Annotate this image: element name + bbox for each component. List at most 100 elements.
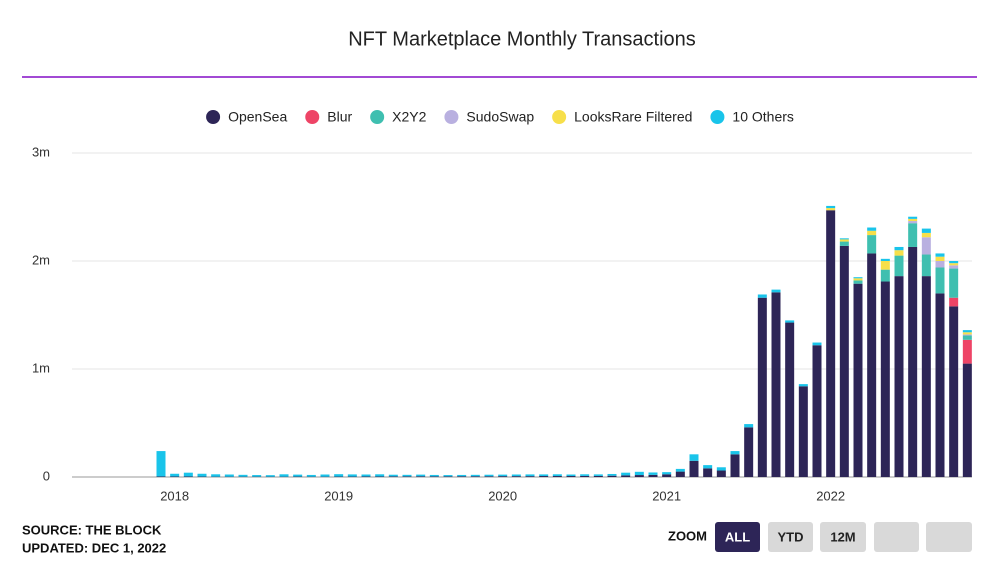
bar-segment <box>839 238 849 240</box>
bar-segment <box>675 468 685 472</box>
bar-segment <box>949 261 959 264</box>
legend-marker <box>444 110 459 124</box>
bar-segment <box>593 475 603 477</box>
bar-segment <box>429 476 439 477</box>
bar-segment <box>388 476 398 477</box>
bar-segment <box>238 474 248 477</box>
bar-segment <box>580 475 590 477</box>
bar-segment <box>757 297 767 477</box>
bar-segment <box>347 474 357 477</box>
bar-segment <box>812 342 822 346</box>
bar-segment <box>867 253 877 477</box>
bar-segment <box>170 476 180 477</box>
zoom-button[interactable] <box>874 522 919 552</box>
bar-segment <box>621 475 631 477</box>
bar-segment <box>156 476 166 477</box>
bar-segment <box>662 474 672 477</box>
bar-segment <box>361 476 371 477</box>
bar-segment <box>511 476 521 477</box>
bar-segment <box>470 476 480 477</box>
legend-label: SudoSwap <box>466 109 534 125</box>
bar-segment <box>607 473 617 476</box>
legend-marker <box>370 110 385 124</box>
bar-segment <box>703 465 713 469</box>
bar-segment <box>716 467 726 471</box>
bar-segment <box>949 263 959 266</box>
bar-segment <box>935 267 945 294</box>
bar-segment <box>880 261 890 270</box>
zoom-button[interactable] <box>715 522 760 552</box>
bar-segment <box>962 363 972 477</box>
bar-segment <box>416 474 426 477</box>
bar-segment <box>252 475 262 477</box>
bar-segment <box>443 476 453 477</box>
bar-segment <box>798 384 808 387</box>
bar-segment <box>388 474 398 477</box>
zoom-label: ZOOM <box>668 528 707 543</box>
chart-title: NFT Marketplace Monthly Transactions <box>348 28 696 50</box>
bar-segment <box>880 258 890 261</box>
bar-segment <box>689 460 699 477</box>
legend-label: Blur <box>327 109 352 125</box>
bar-segment <box>771 292 781 477</box>
zoom-button[interactable] <box>926 522 972 552</box>
bar-segment <box>402 476 412 477</box>
bar-segment <box>908 216 918 219</box>
bar-segment <box>853 278 863 281</box>
bar-segment <box>839 239 849 242</box>
bar-segment <box>894 246 904 251</box>
bar-segment <box>170 473 180 477</box>
bar-segment <box>785 322 795 477</box>
bar-segment <box>908 223 918 247</box>
bar-segment <box>853 277 863 279</box>
bar-segment <box>689 454 699 461</box>
bar-segment <box>484 474 494 477</box>
bar-segment <box>771 289 781 293</box>
bar-segment <box>539 474 549 477</box>
bar-segment <box>908 218 918 222</box>
bar-segment <box>935 256 945 261</box>
bar-segment <box>402 474 412 477</box>
bar-segment <box>224 474 234 477</box>
bar-segment <box>183 472 193 477</box>
bar-segment <box>839 245 849 477</box>
bar-segment <box>156 451 166 477</box>
bar-segment <box>867 227 877 231</box>
bar-segment <box>894 276 904 477</box>
bar-segment <box>744 424 754 428</box>
bar-segment <box>757 294 767 298</box>
bar-segment <box>306 474 316 477</box>
x-tick-label: 2018 <box>160 488 189 503</box>
bar-segment <box>566 474 576 477</box>
bar-segment <box>607 475 617 477</box>
bar-segment <box>457 474 467 477</box>
bar-segment <box>730 454 740 477</box>
bar-segment <box>648 474 658 477</box>
bar-segment <box>279 474 289 477</box>
legend-marker <box>552 110 567 124</box>
legend-marker <box>710 110 725 124</box>
zoom-button[interactable] <box>768 522 813 552</box>
bar-segment <box>785 320 795 323</box>
bar-segment <box>457 476 467 477</box>
bar-segment <box>634 471 644 476</box>
bar-segment <box>375 476 385 477</box>
bar-segment <box>511 474 521 477</box>
bar-segment <box>826 208 836 211</box>
bar-segment <box>648 472 658 475</box>
bar-segment <box>935 261 945 268</box>
bar-segment <box>566 476 576 477</box>
bar-segment <box>949 265 959 269</box>
bar-segment <box>375 474 385 477</box>
bar-segment <box>880 281 890 477</box>
zoom-button[interactable] <box>820 522 866 552</box>
bar-segment <box>552 476 562 477</box>
bar-segment <box>921 228 931 233</box>
bar-segment <box>867 235 877 254</box>
bar-segment <box>908 221 918 224</box>
bar-segment <box>921 254 931 277</box>
bar-segment <box>744 427 754 477</box>
bar-segment <box>880 269 890 282</box>
bar-segment <box>812 345 822 477</box>
x-tick-label: 2021 <box>652 488 681 503</box>
